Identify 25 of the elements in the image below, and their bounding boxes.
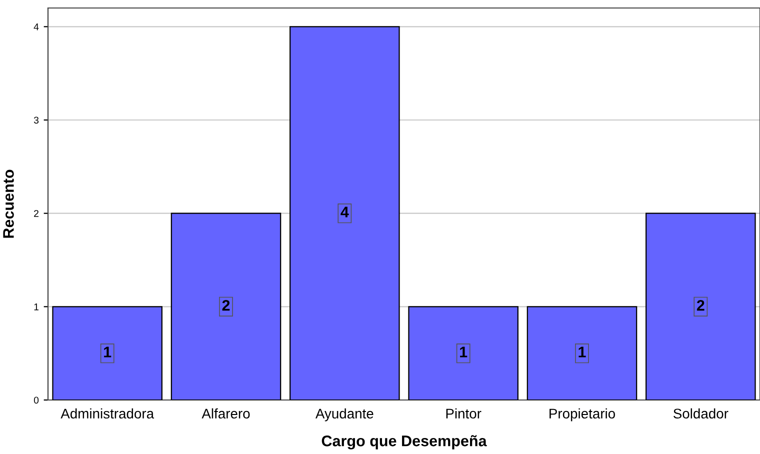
data-label: 1 (460, 346, 468, 358)
bar (290, 26, 400, 400)
x-tick-label: Propietario (550, 408, 616, 422)
y-tick-label: 1 (34, 304, 38, 310)
y-tick-label: 4 (34, 24, 39, 30)
y-tick-label: 3 (34, 116, 39, 124)
x-tick-label: Soldador (674, 408, 728, 419)
bar (170, 212, 282, 400)
data-label: 1 (104, 346, 112, 358)
x-tick-label: Administradora (60, 408, 154, 419)
data-label: 2 (696, 300, 704, 311)
x-tick-label: Alfarero (202, 408, 250, 419)
y-tick-label: 0 (34, 396, 39, 404)
data-label: 2 (222, 300, 230, 311)
y-axis-title: Recuento (3, 170, 14, 238)
bar (646, 212, 756, 400)
x-tick-label: Pintor (446, 408, 482, 419)
x-tick-label: Ayudante (315, 408, 374, 422)
data-label: 1 (578, 346, 586, 358)
bar (408, 306, 518, 400)
bar (526, 306, 638, 400)
y-tick-label: 2 (34, 210, 38, 217)
x-axis-title: Cargo que Desempeña (322, 435, 487, 450)
data-label: 4 (340, 206, 349, 218)
bar (52, 306, 162, 400)
